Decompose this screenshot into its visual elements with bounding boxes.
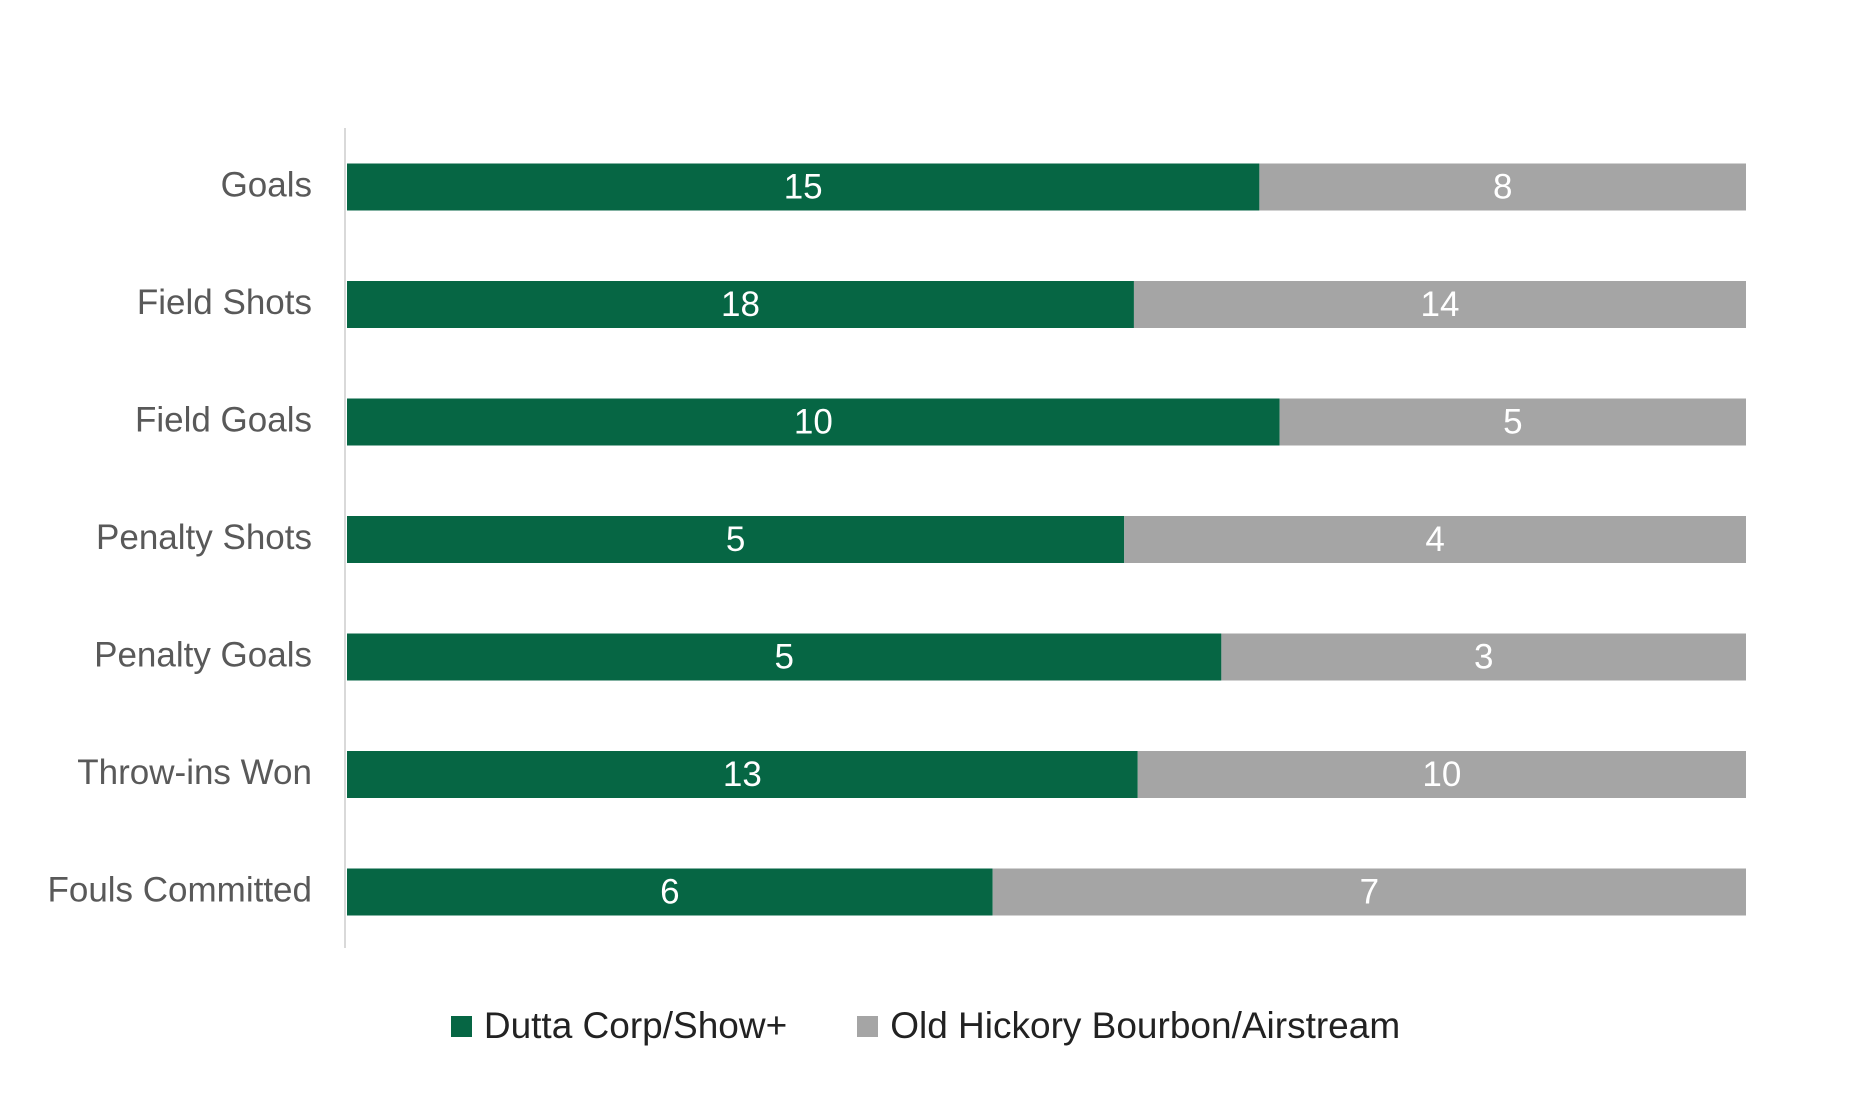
bar-field-shots-series-1 [347, 281, 1134, 328]
data-label-goals-series-1: 15 [784, 167, 823, 206]
bar-penalty-goals-series-1 [347, 633, 1222, 681]
data-label-field-shots-series-1: 18 [721, 285, 760, 324]
category-label-goals: Goals [221, 165, 312, 204]
bar-penalty-shots-series-1 [347, 516, 1125, 563]
category-label-field-goals: Field Goals [135, 400, 312, 439]
bar-fouls-committed-series-2 [992, 868, 1746, 916]
legend-item-series-2: Old Hickory Bourbon/Airstream [857, 1005, 1400, 1047]
legend-label-series-2: Old Hickory Bourbon/Airstream [890, 1005, 1401, 1046]
bar-goals-series-1 [347, 163, 1260, 211]
legend: Dutta Corp/Show+ Old Hickory Bourbon/Air… [0, 1005, 1851, 1047]
legend-swatch-series-1 [450, 1015, 472, 1037]
bar-field-shots-series-2 [1133, 281, 1746, 328]
bar-throw-ins-won-series-2 [1137, 751, 1746, 798]
legend-swatch-series-2 [857, 1015, 879, 1037]
data-label-penalty-shots-series-2: 4 [1425, 520, 1444, 559]
data-label-fouls-committed-series-1: 6 [660, 872, 679, 911]
bar-fouls-committed-series-1 [347, 868, 993, 916]
bar-field-goals-series-1 [347, 398, 1280, 446]
category-label-penalty-shots: Penalty Shots [96, 518, 312, 557]
data-label-penalty-goals-series-2: 3 [1474, 637, 1493, 676]
bar-throw-ins-won-series-1 [347, 751, 1138, 798]
legend-item-series-1: Dutta Corp/Show+ [450, 1005, 788, 1047]
data-label-penalty-goals-series-1: 5 [774, 637, 793, 676]
category-label-field-shots: Field Shots [137, 283, 312, 322]
data-label-field-shots-series-2: 14 [1421, 285, 1460, 324]
bar-goals-series-2 [1259, 163, 1746, 211]
bar-field-goals-series-2 [1279, 398, 1746, 446]
data-label-penalty-shots-series-1: 5 [726, 520, 745, 559]
data-label-goals-series-2: 8 [1493, 167, 1512, 206]
bar-penalty-shots-series-2 [1124, 516, 1746, 563]
chart-plot: Goals 15 8 Field Shots 18 14 Field Goals 10 5 Pen… [47, 128, 1746, 948]
data-label-throw-ins-won-series-2: 10 [1422, 755, 1461, 794]
data-label-field-goals-series-2: 5 [1503, 402, 1522, 441]
data-label-fouls-committed-series-2: 7 [1360, 872, 1379, 911]
category-label-penalty-goals: Penalty Goals [94, 635, 312, 674]
bar-penalty-goals-series-2 [1221, 633, 1746, 681]
data-label-field-goals-series-1: 10 [794, 402, 833, 441]
category-label-throw-ins-won: Throw-ins Won [77, 753, 312, 792]
data-label-throw-ins-won-series-1: 13 [723, 755, 762, 794]
legend-label-series-1: Dutta Corp/Show+ [483, 1005, 788, 1046]
category-label-fouls-committed: Fouls Committed [47, 870, 312, 909]
